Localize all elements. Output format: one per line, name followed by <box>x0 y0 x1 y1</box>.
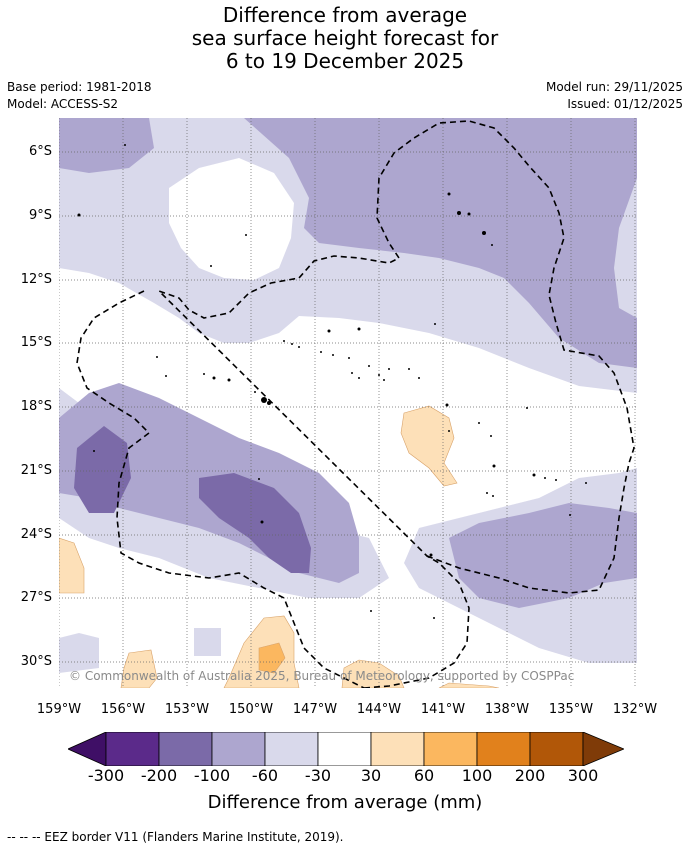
meta-left: Base period: 1981-2018 Model: ACCESS-S2 <box>7 79 152 113</box>
colorbar-segment-8 <box>476 732 531 766</box>
lat-label-24s: 24°S <box>20 527 52 542</box>
lon-label-150w: 150°W <box>228 702 274 717</box>
lon-label-156w: 156°W <box>100 702 146 717</box>
lat-label-21s: 21°S <box>20 463 52 478</box>
lon-label-138w: 138°W <box>484 702 530 717</box>
gridlines <box>59 118 637 688</box>
colorbar-label-4: -30 <box>304 766 332 785</box>
colorbar-label-5: 30 <box>360 766 382 785</box>
copyright-notice: © Commonwealth of Australia 2025, Bureau… <box>69 669 575 683</box>
colorbar-label-7: 100 <box>461 766 493 785</box>
lon-label-147w: 147°W <box>292 702 338 717</box>
lat-label-18s: 18°S <box>20 399 52 414</box>
colorbar-label-6: 60 <box>413 766 435 785</box>
colorbar-segment-3 <box>211 732 266 766</box>
eez-legend: -- -- -- EEZ border V11 (Flanders Marine… <box>7 830 344 844</box>
lat-label-9s: 9°S <box>28 208 52 223</box>
islands <box>77 144 587 619</box>
colorbar-segment-7 <box>423 732 478 766</box>
model-name: Model: ACCESS-S2 <box>7 97 119 111</box>
colorbar-segment-4 <box>264 732 319 766</box>
colorbar-label-8: 200 <box>514 766 546 785</box>
title-line-1: Difference from average <box>222 3 468 27</box>
lat-label-27s: 27°S <box>20 590 52 605</box>
lon-label-144w: 144°W <box>356 702 402 717</box>
colorbar-label-3: -60 <box>251 766 279 785</box>
colorbar-segment-5 <box>317 732 372 766</box>
colorbar <box>68 732 624 766</box>
title-line-3: 6 to 19 December 2025 <box>225 49 465 73</box>
colorbar-label-0: -300 <box>87 766 125 785</box>
colorbar-segment-10 <box>582 732 624 766</box>
lat-label-30s: 30°S <box>20 654 52 669</box>
shading-mid-orange <box>258 642 286 674</box>
colorbar-segment-0 <box>68 732 107 766</box>
lat-label-15s: 15°S <box>20 335 52 350</box>
model-run: Model run: 29/11/2025 <box>545 80 683 94</box>
map-svg <box>59 118 637 688</box>
shading-dark-purple <box>74 426 311 573</box>
title-line-2: sea surface height forecast for <box>191 26 499 50</box>
colorbar-label-9: 300 <box>567 766 599 785</box>
colorbar-segment-6 <box>370 732 425 766</box>
lon-label-135w: 135°W <box>548 702 594 717</box>
map-area[interactable]: © Commonwealth of Australia 2025, Bureau… <box>59 118 637 688</box>
lon-label-159w: 159°W <box>36 702 82 717</box>
map-title: Difference from average sea surface heig… <box>0 4 690 73</box>
eez-border <box>76 120 635 688</box>
lon-label-153w: 153°W <box>164 702 210 717</box>
lon-label-141w: 141°W <box>420 702 466 717</box>
colorbar-segment-1 <box>105 732 160 766</box>
lat-label-6s: 6°S <box>28 144 52 159</box>
colorbar-segment-9 <box>529 732 584 766</box>
lat-label-12s: 12°S <box>20 272 52 287</box>
meta-right: Model run: 29/11/2025 Issued: 01/12/2025 <box>546 79 683 113</box>
issued-date: Issued: 01/12/2025 <box>567 97 683 111</box>
colorbar-label-2: -100 <box>193 766 231 785</box>
base-period: Base period: 1981-2018 <box>7 80 152 94</box>
colorbar-segment-2 <box>158 732 213 766</box>
colorbar-title: Difference from average (mm) <box>207 792 483 813</box>
lon-label-132w: 132°W <box>612 702 658 717</box>
colorbar-label-1: -200 <box>140 766 178 785</box>
